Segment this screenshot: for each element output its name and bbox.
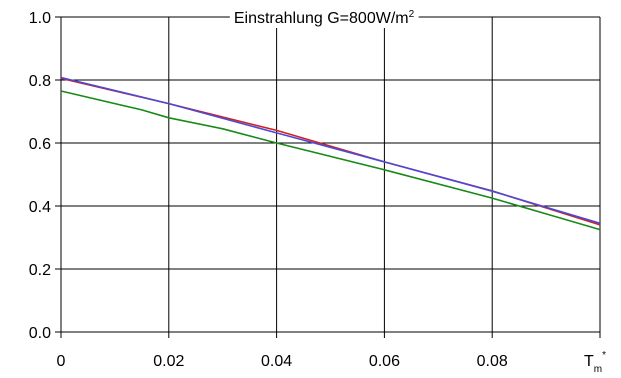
x-tick-label: 0: [57, 353, 66, 370]
y-tick-label: 1.0: [29, 10, 51, 27]
series-lines: [60, 76, 601, 231]
x-axis-label-superscript: *: [602, 350, 606, 361]
chart-title-superscript: 2: [409, 9, 415, 20]
chart-title-background: [229, 8, 419, 28]
series-line: [60, 90, 601, 231]
y-tick-label: 0.2: [29, 262, 51, 279]
x-tick-label: 0.06: [369, 353, 400, 370]
gridlines: [60, 16, 601, 333]
y-tick-label: 0.6: [29, 136, 51, 153]
series-line: [60, 77, 601, 226]
y-tick-label: 0.0: [29, 325, 51, 342]
y-tick-labels: 0.0 0.2 0.4 0.6 0.8 1.0: [29, 10, 51, 342]
series-line: [60, 76, 601, 225]
x-tick-label: 0.08: [477, 353, 508, 370]
axes: [55, 16, 601, 338]
y-tick-label: 0.8: [29, 73, 51, 90]
chart-title: Einstrahlung G=800W/m2: [229, 8, 419, 28]
x-tick-label: 0.04: [261, 353, 292, 370]
x-axis-label-subscript: m: [594, 364, 602, 375]
x-tick-labels: 0 0.02 0.04 0.06 0.08: [57, 353, 508, 370]
svg-text:Einstrahlung G=800W/m2: Einstrahlung G=800W/m2: [234, 9, 415, 27]
x-axis-label: Tm*: [584, 350, 606, 375]
y-tick-label: 0.4: [29, 199, 51, 216]
x-axis-label-main: T: [584, 353, 594, 370]
x-tick-label: 0.02: [153, 353, 184, 370]
chart-title-text: Einstrahlung G=800W/m: [234, 10, 409, 27]
